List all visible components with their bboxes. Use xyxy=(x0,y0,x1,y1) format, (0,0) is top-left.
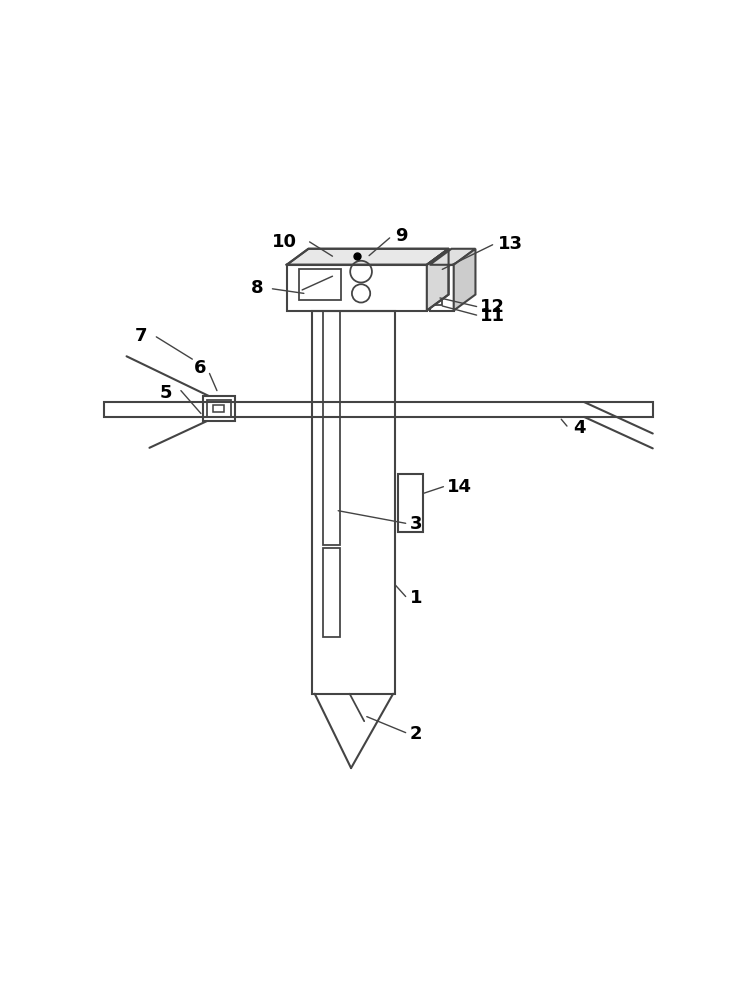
Text: 13: 13 xyxy=(498,235,523,253)
Bar xyxy=(323,548,340,637)
Text: 1: 1 xyxy=(410,589,422,607)
Polygon shape xyxy=(286,249,449,265)
Bar xyxy=(103,402,652,417)
Bar xyxy=(323,311,340,545)
Bar xyxy=(286,265,427,311)
Text: 2: 2 xyxy=(410,725,422,743)
Bar xyxy=(432,282,438,289)
Bar xyxy=(432,268,441,277)
Bar xyxy=(430,265,454,311)
Polygon shape xyxy=(454,249,475,311)
Text: 3: 3 xyxy=(410,515,422,533)
Text: 6: 6 xyxy=(194,359,207,377)
Bar xyxy=(432,283,442,305)
Text: 9: 9 xyxy=(396,227,408,245)
Bar xyxy=(207,400,231,417)
Polygon shape xyxy=(427,249,449,311)
Bar xyxy=(203,396,235,421)
Text: 11: 11 xyxy=(480,307,505,325)
Text: 8: 8 xyxy=(251,279,264,297)
Text: 12: 12 xyxy=(480,298,505,316)
Bar xyxy=(213,405,224,412)
Bar xyxy=(399,474,423,532)
Polygon shape xyxy=(430,249,475,265)
Bar xyxy=(300,269,341,300)
Text: 7: 7 xyxy=(134,327,147,345)
Text: 14: 14 xyxy=(447,478,472,496)
Text: 4: 4 xyxy=(573,419,585,437)
Text: 10: 10 xyxy=(272,233,297,251)
Text: 5: 5 xyxy=(160,384,173,402)
Bar xyxy=(312,311,396,694)
